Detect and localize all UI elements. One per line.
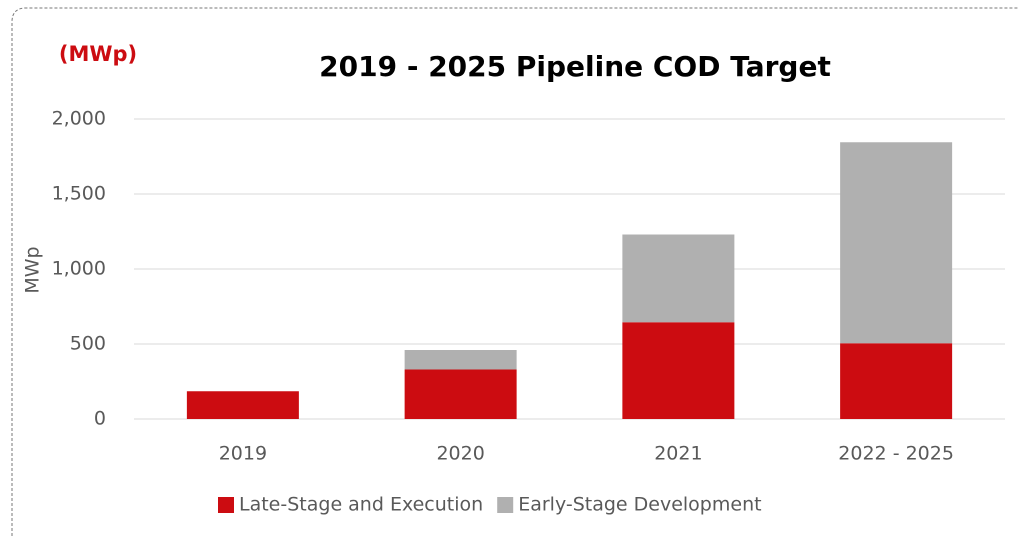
x-tick-label: 2019 bbox=[219, 443, 267, 465]
y-tick-label: 1,000 bbox=[52, 258, 106, 280]
legend-swatch bbox=[218, 497, 234, 513]
y-tick-label: 1,500 bbox=[52, 183, 106, 205]
x-tick-label: 2020 bbox=[436, 443, 484, 465]
legend-swatch bbox=[497, 497, 514, 513]
bar-segment bbox=[622, 322, 735, 419]
bar-segment bbox=[186, 391, 299, 419]
x-tick-label: 2022 - 2025 bbox=[838, 443, 954, 465]
chart-title: 2019 - 2025 Pipeline COD Target bbox=[319, 50, 831, 83]
bar-segment bbox=[404, 369, 517, 419]
bar-segment bbox=[840, 142, 953, 344]
frame bbox=[11, 7, 1019, 536]
y-axis-label: MWp bbox=[22, 246, 44, 293]
unit-annotation: (MWp) bbox=[59, 42, 137, 66]
legend-label: Late-Stage and Execution bbox=[239, 494, 483, 516]
bar-segment bbox=[404, 350, 517, 370]
bar-segment bbox=[840, 343, 953, 419]
x-tick-label: 2021 bbox=[654, 443, 702, 465]
legend-label: Early-Stage Development bbox=[518, 494, 761, 516]
y-tick-label: 500 bbox=[70, 333, 106, 355]
bar-segment bbox=[622, 234, 735, 323]
y-tick-label: 2,000 bbox=[52, 108, 106, 130]
y-tick-label: 0 bbox=[94, 408, 106, 430]
